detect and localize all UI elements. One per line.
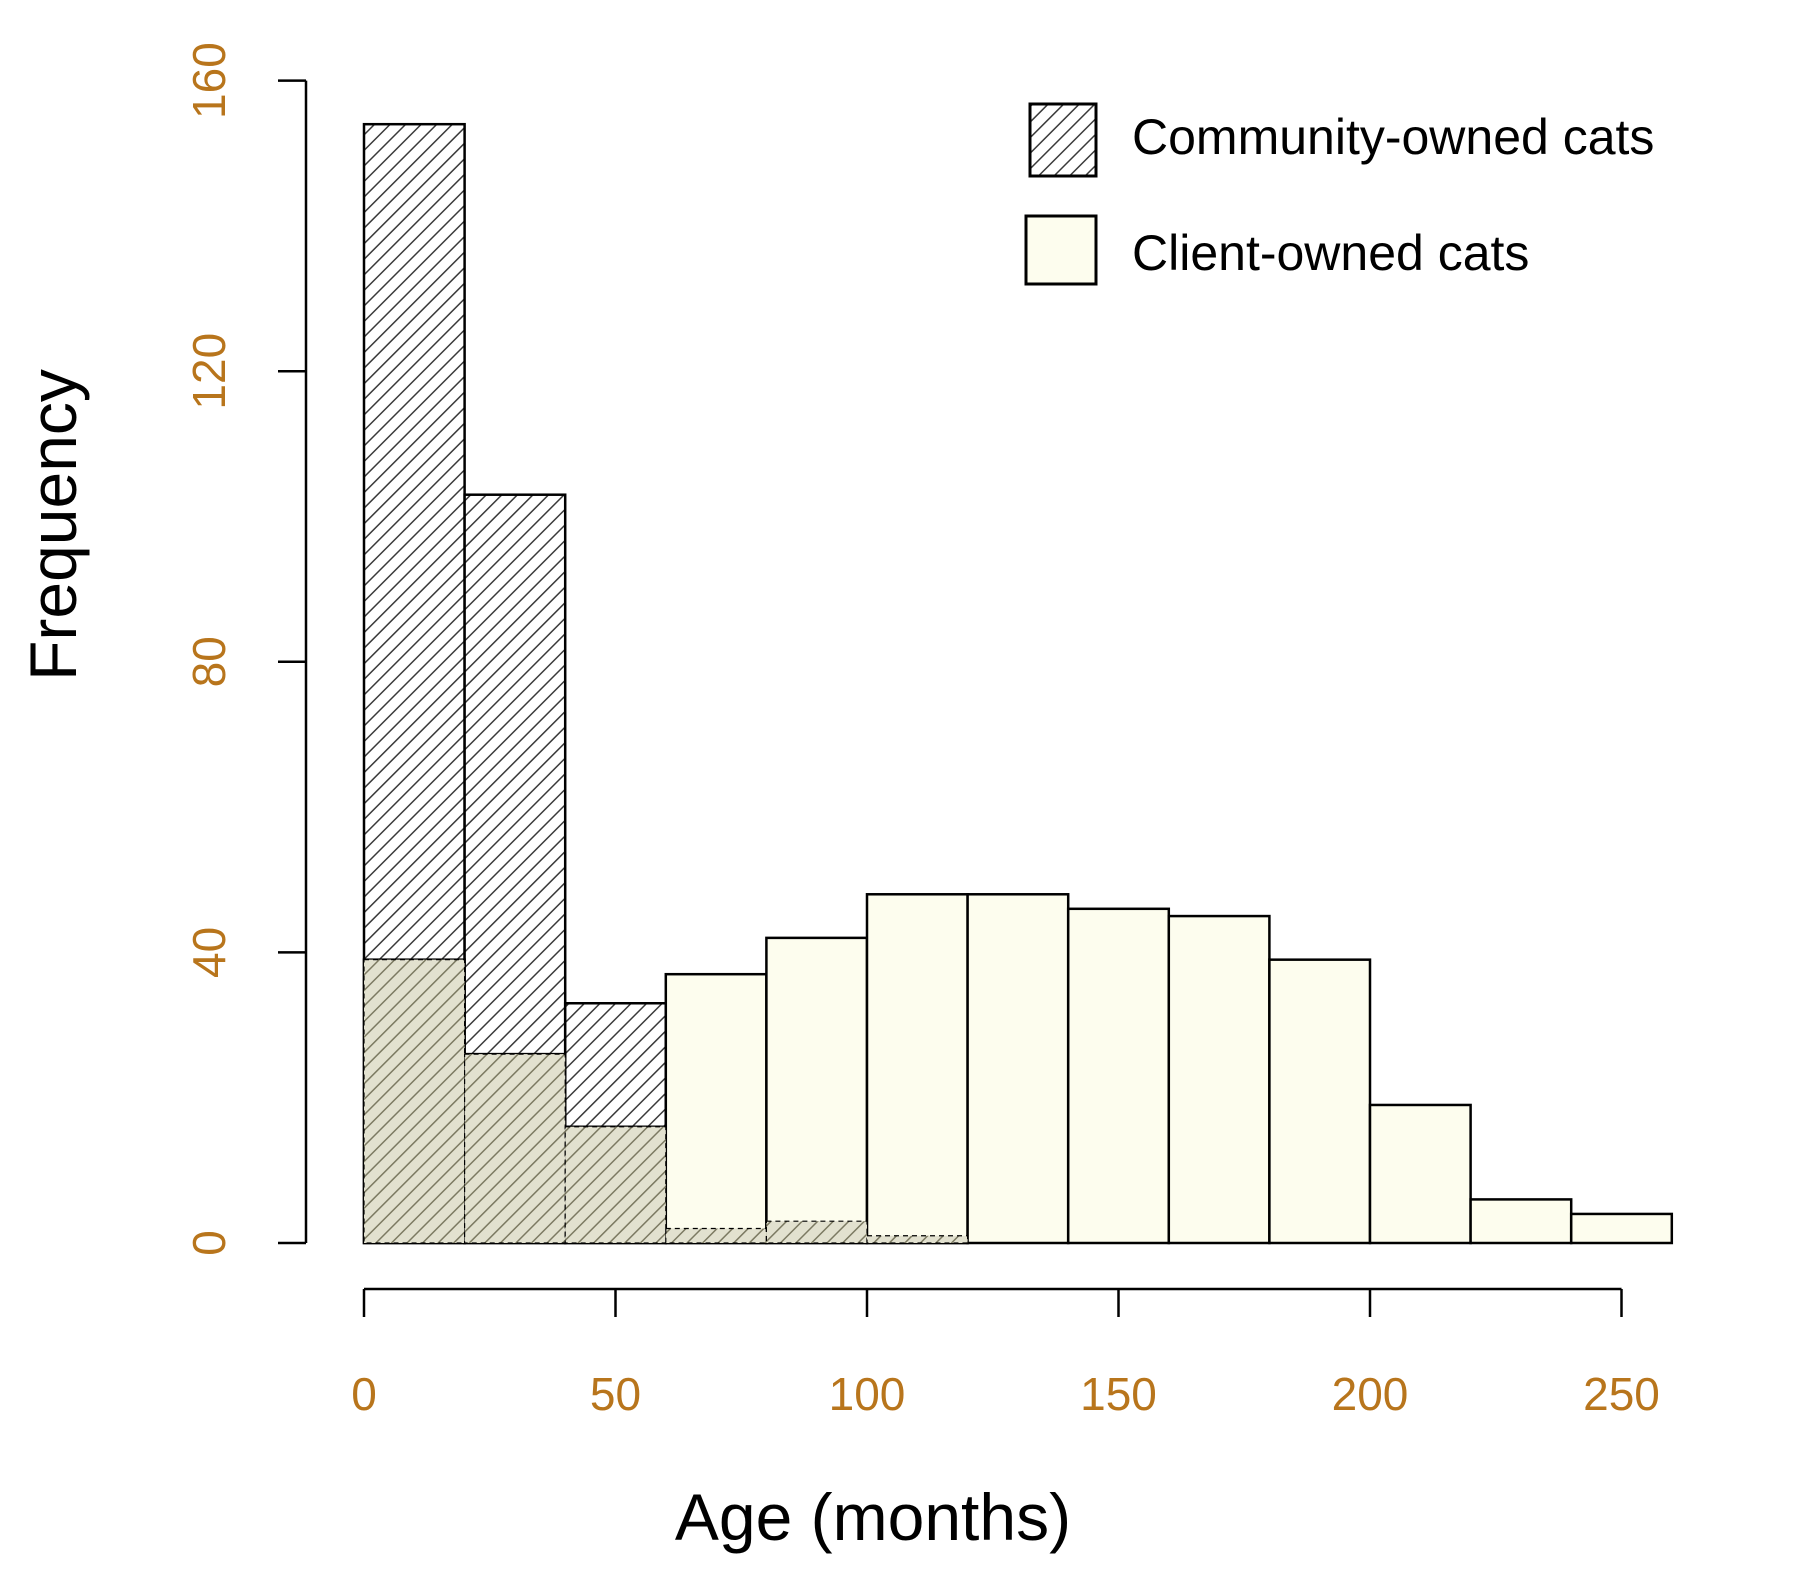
y-tick-label: 40 <box>183 927 235 978</box>
legend-label-community: Community-owned cats <box>1132 109 1654 165</box>
legend-swatch-client <box>1024 214 1098 286</box>
x-tick-label: 200 <box>1332 1368 1409 1420</box>
bar-overlap <box>665 1227 767 1244</box>
bar-overlap <box>765 1220 868 1244</box>
bar-overlap <box>866 1235 969 1244</box>
y-tick-label: 0 <box>183 1230 235 1256</box>
x-tick-label: 150 <box>1080 1368 1157 1420</box>
bar-client <box>765 936 869 1245</box>
bar-overlap <box>464 1053 566 1244</box>
x-axis: 0 50 100 150 200 250 <box>351 1287 1660 1420</box>
bar-client <box>1167 914 1271 1245</box>
legend: Community-owned cats Client-owned cats <box>1024 102 1654 286</box>
y-tick-label: 80 <box>183 636 235 687</box>
bar-overlap <box>363 959 466 1244</box>
bar-overlap <box>564 1126 667 1244</box>
bar-client <box>1469 1198 1573 1245</box>
x-tick-label: 250 <box>1583 1368 1660 1420</box>
bar-client <box>1368 1103 1472 1245</box>
bar-client <box>664 972 768 1245</box>
bar-client <box>1066 907 1171 1245</box>
x-axis-title: Age (months) <box>675 1480 1071 1554</box>
legend-swatch-community <box>1028 102 1098 178</box>
bar-client <box>1569 1212 1674 1245</box>
y-axis-title: Frequency <box>16 369 90 681</box>
y-tick-label: 120 <box>183 333 235 410</box>
overlap-bars <box>363 959 969 1244</box>
y-tick-label: 160 <box>183 42 235 119</box>
x-tick-label: 100 <box>829 1368 906 1420</box>
bar-client <box>966 893 1070 1245</box>
y-axis: 0 40 80 120 160 <box>183 42 308 1256</box>
bar-client <box>865 893 969 1245</box>
bar-client <box>1268 958 1372 1245</box>
x-tick-label: 0 <box>351 1368 377 1420</box>
x-tick-label: 50 <box>590 1368 641 1420</box>
legend-label-client: Client-owned cats <box>1132 225 1529 281</box>
